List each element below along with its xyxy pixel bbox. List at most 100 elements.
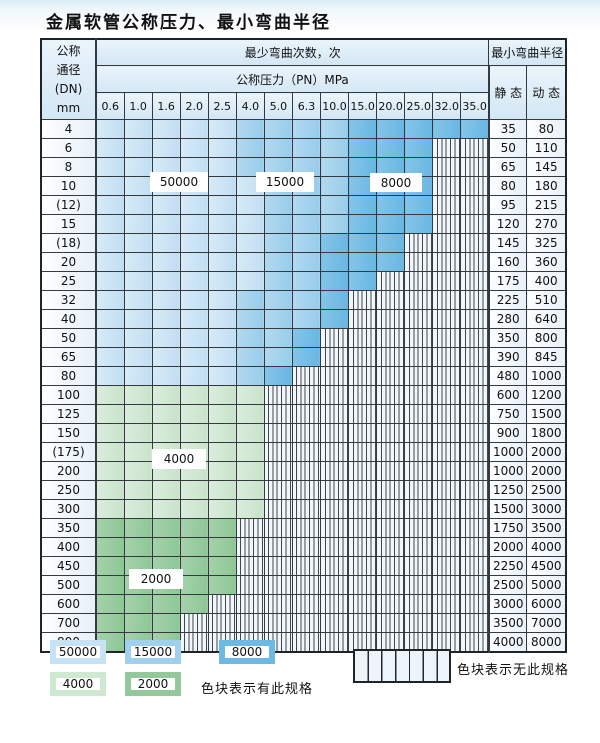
corner-line-2: 通径: [56, 62, 81, 77]
spec-cell-blue3: [404, 214, 434, 234]
dynamic-value-cell: 1800: [526, 423, 567, 443]
dn-cell: 8: [40, 157, 97, 177]
static-value-cell: 1250: [487, 480, 528, 500]
spec-cell-green2: [151, 594, 181, 614]
spec-cell-none: [460, 195, 490, 215]
spec-cell-green2: [95, 575, 125, 595]
spec-cell-green1: [207, 404, 237, 424]
corner-line-3: (DN): [54, 81, 83, 96]
spec-table: 公称 通径 (DN) mm 最少弯曲次数，次 最小弯曲半径 公称压力（PN）MP…: [40, 38, 567, 653]
spec-cell-green1: [123, 423, 153, 443]
spec-cell-none: [460, 157, 490, 177]
spec-cell-green1: [123, 480, 153, 500]
spec-cell-blue2: [291, 119, 322, 139]
spec-cell-blue1: [95, 195, 125, 215]
dynamic-value-cell: 3000: [526, 499, 567, 519]
spec-cell-blue3: [348, 271, 378, 291]
static-value-cell: 2500: [487, 575, 528, 595]
spec-cell-none: [348, 442, 378, 462]
spec-cell-none: [348, 480, 378, 500]
spec-cell-blue2: [263, 309, 293, 329]
spec-cell-none: [432, 271, 462, 291]
spec-cell-blue1: [123, 214, 153, 234]
spec-cell-none: [348, 594, 378, 614]
spec-cell-none: [263, 556, 293, 576]
spec-cell-none: [348, 632, 378, 653]
spec-cell-green2: [179, 594, 209, 614]
spec-cell-green2: [151, 518, 181, 538]
spec-cell-none: [432, 366, 462, 386]
static-value-cell: 390: [487, 347, 528, 367]
spec-cell-none: [348, 328, 378, 348]
spec-cell-blue1: [235, 214, 265, 234]
dynamic-value-cell: 1200: [526, 385, 567, 405]
pressure-value-header: 15.0: [348, 92, 378, 120]
legend-swatch-4000: 4000: [50, 672, 106, 696]
bend-cycles-header: 最少弯曲次数，次: [95, 38, 490, 66]
spec-cell-none: [348, 461, 378, 481]
spec-cell-blue1: [95, 366, 125, 386]
dynamic-value-cell: 215: [526, 195, 567, 215]
static-value-cell: 145: [487, 233, 528, 253]
spec-cell-blue1: [123, 119, 153, 139]
static-value-cell: 35: [487, 119, 528, 139]
spec-cell-green2: [151, 613, 181, 633]
spec-cell-none: [319, 404, 350, 424]
spec-cell-green1: [95, 404, 125, 424]
spec-cell-none: [263, 594, 293, 614]
spec-cell-blue1: [235, 271, 265, 291]
dn-cell: 10: [40, 176, 97, 196]
spec-cell-none: [348, 537, 378, 557]
dn-cell: (175): [40, 442, 97, 462]
spec-cell-none: [291, 594, 322, 614]
cycles-label-2000: 2000: [130, 570, 182, 588]
spec-cell-blue2: [263, 252, 293, 272]
spec-cell-none: [432, 195, 462, 215]
spec-cell-green1: [235, 385, 265, 405]
dynamic-value-cell: 5000: [526, 575, 567, 595]
spec-cell-none: [319, 613, 350, 633]
spec-cell-none: [404, 518, 434, 538]
spec-cell-blue1: [179, 309, 209, 329]
table-row: 700 3500 7000: [40, 613, 567, 633]
spec-cell-green2: [123, 613, 153, 633]
spec-cell-none: [460, 176, 490, 196]
static-value-cell: 95: [487, 195, 528, 215]
spec-cell-blue3: [348, 195, 378, 215]
legend-swatch-15000: 15000: [125, 640, 181, 664]
spec-cell-blue3: [291, 347, 322, 367]
spec-cell-none: [432, 347, 462, 367]
spec-cell-green2: [179, 556, 209, 576]
dn-cell: 80: [40, 366, 97, 386]
spec-cell-blue2: [263, 195, 293, 215]
spec-cell-none: [207, 594, 237, 614]
spec-cell-none: [291, 632, 322, 653]
spec-cell-none: [291, 537, 322, 557]
pressure-value-header: 25.0: [404, 92, 434, 120]
dynamic-value-cell: 145: [526, 157, 567, 177]
table-row: 6 50 110: [40, 138, 567, 158]
spec-cell-blue1: [151, 233, 181, 253]
spec-cell-none: [432, 328, 462, 348]
static-value-cell: 50: [487, 138, 528, 158]
pressure-value-header: 2.0: [179, 92, 209, 120]
spec-cell-none: [376, 613, 406, 633]
dynamic-value-cell: 1000: [526, 366, 567, 386]
spec-cell-green1: [123, 385, 153, 405]
spec-cell-none: [319, 594, 350, 614]
dn-cell: (18): [40, 233, 97, 253]
spec-cell-blue1: [123, 347, 153, 367]
spec-cell-green1: [95, 499, 125, 519]
spec-cell-blue1: [207, 309, 237, 329]
spec-cell-green2: [207, 575, 237, 595]
static-value-cell: 3000: [487, 594, 528, 614]
spec-cell-blue2: [235, 119, 265, 139]
spec-cell-none: [460, 290, 490, 310]
dynamic-value-cell: 325: [526, 233, 567, 253]
dn-cell: 250: [40, 480, 97, 500]
spec-cell-blue1: [179, 366, 209, 386]
spec-cell-none: [432, 632, 462, 653]
static-value-cell: 65: [487, 157, 528, 177]
spec-cell-none: [460, 309, 490, 329]
spec-cell-none: [460, 366, 490, 386]
